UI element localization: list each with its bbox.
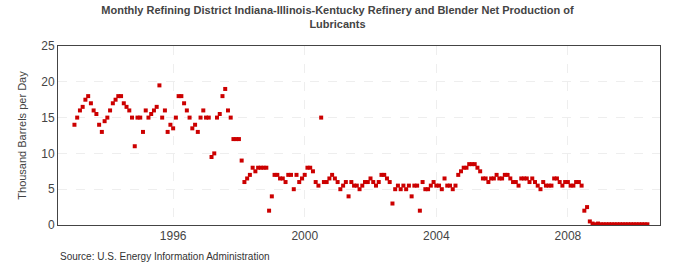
svg-text:0: 0: [48, 218, 55, 232]
svg-text:10: 10: [41, 147, 55, 161]
svg-text:Source: U.S. Energy Informatio: Source: U.S. Energy Information Administ…: [60, 251, 270, 262]
svg-text:15: 15: [41, 111, 55, 125]
svg-text:2000: 2000: [291, 229, 318, 243]
svg-text:1996: 1996: [160, 229, 187, 243]
svg-text:2004: 2004: [423, 229, 450, 243]
svg-text:20: 20: [41, 75, 55, 89]
svg-text:5: 5: [48, 182, 55, 196]
svg-text:Thousand Barrels per Day: Thousand Barrels per Day: [16, 71, 28, 200]
svg-text:2008: 2008: [555, 229, 582, 243]
svg-text:25: 25: [41, 39, 55, 53]
svg-text:Monthly Refining District Indi: Monthly Refining District Indiana-Illino…: [101, 4, 574, 30]
